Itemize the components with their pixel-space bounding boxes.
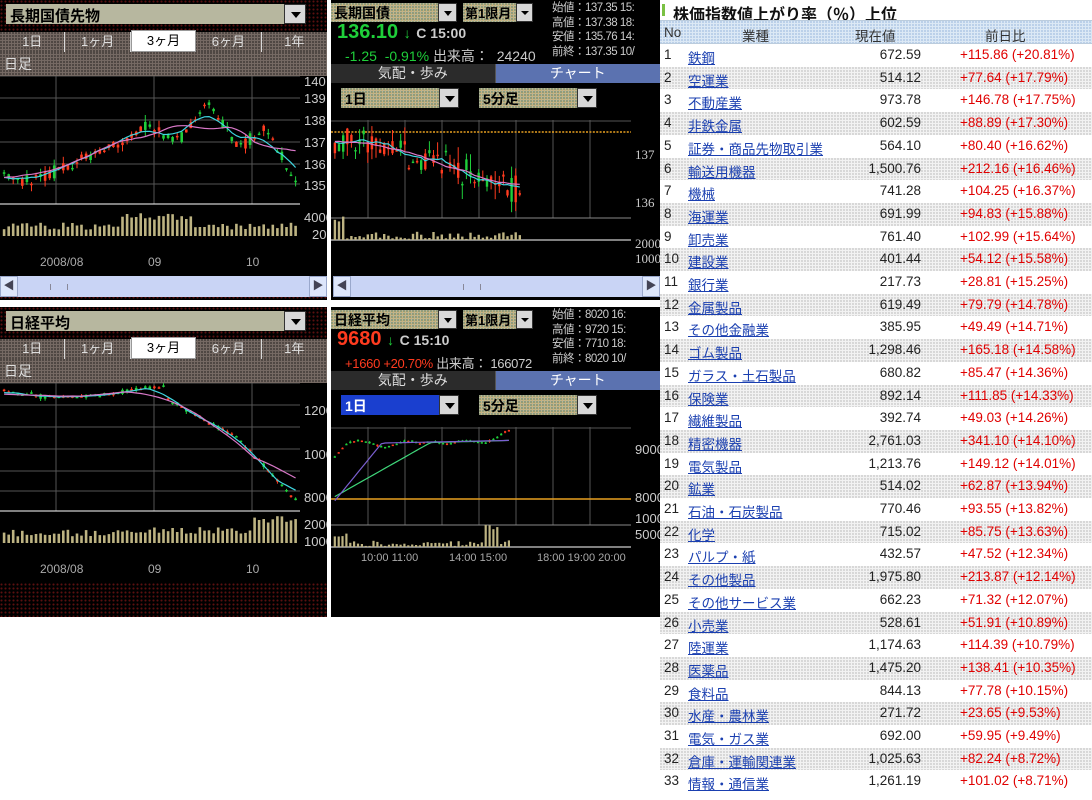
svg-text:09: 09 [148,562,162,576]
svg-text:1000: 1000 [635,251,660,266]
svg-text:9000: 9000 [635,442,660,457]
svg-text:139: 139 [304,91,326,106]
svg-text:2008/08: 2008/08 [40,562,84,576]
svg-text:200000: 200000 [304,517,327,532]
svg-text:18:00 19:00 20:00: 18:00 19:00 20:00 [537,552,626,564]
svg-text:140: 140 [304,76,326,89]
svg-text:2000: 2000 [635,236,660,251]
svg-text:10: 10 [246,562,260,576]
svg-text:136: 136 [635,195,655,210]
svg-text:10000: 10000 [635,511,660,526]
svg-text:09: 09 [148,255,162,269]
svg-text:8000: 8000 [635,490,660,505]
svg-text:137: 137 [304,135,326,150]
svg-text:40000: 40000 [304,210,327,225]
svg-text:14:00 15:00: 14:00 15:00 [449,552,507,564]
svg-text:2008/08: 2008/08 [40,255,84,269]
svg-text:10:00 11:00: 10:00 11:00 [361,552,418,564]
svg-text:136: 136 [304,157,326,172]
svg-text:135: 135 [304,178,326,193]
svg-text:100000: 100000 [304,534,327,549]
svg-text:8000: 8000 [304,490,327,505]
svg-text:12000: 12000 [304,403,327,418]
svg-text:20000: 20000 [312,227,327,242]
svg-text:5000: 5000 [635,527,660,542]
svg-text:138: 138 [304,113,326,128]
svg-text:10000: 10000 [304,447,327,462]
svg-text:137: 137 [635,147,655,162]
svg-text:10: 10 [246,255,260,269]
